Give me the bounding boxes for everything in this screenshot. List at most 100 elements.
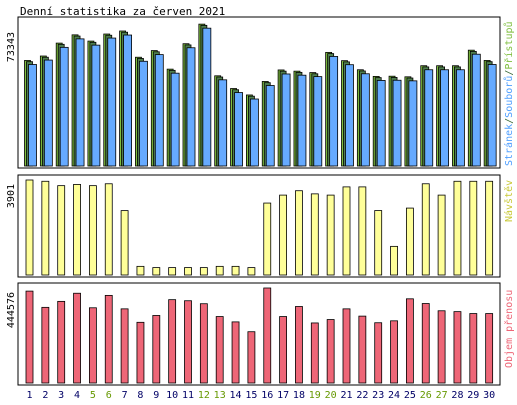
x-tick-label-day-8: 8 bbox=[137, 390, 143, 401]
bar-visits-day-9 bbox=[152, 267, 161, 276]
visits-panel-frame bbox=[17, 174, 501, 278]
x-tick-label-day-25: 25 bbox=[404, 390, 416, 401]
x-tick-label-day-10: 10 bbox=[166, 390, 178, 401]
bar-visits-day-5 bbox=[89, 185, 97, 276]
bar-kbytes-day-13 bbox=[215, 316, 224, 384]
bar-pages-day-29 bbox=[471, 53, 481, 167]
bar-pages-day-28 bbox=[456, 69, 465, 167]
bar-pages-day-30 bbox=[487, 64, 497, 167]
x-tick-label-day-18: 18 bbox=[293, 390, 305, 401]
bar-pages-day-1 bbox=[28, 64, 37, 167]
bar-visits-day-17 bbox=[279, 194, 288, 276]
bar-kbytes-day-9 bbox=[152, 315, 161, 384]
bar-visits-day-1 bbox=[25, 179, 34, 276]
bar-kbytes-day-22 bbox=[358, 315, 367, 384]
bar-kbytes-day-4 bbox=[73, 292, 81, 384]
traffic-y-axis-label-part: / bbox=[504, 118, 515, 124]
bar-kbytes-day-23 bbox=[374, 322, 383, 384]
bar-kbytes-day-26 bbox=[421, 303, 430, 384]
bar-visits-day-20 bbox=[326, 194, 335, 276]
bar-visits-day-24 bbox=[390, 245, 398, 276]
bar-kbytes-day-29 bbox=[469, 313, 478, 384]
kbytes-y-axis-label: Objem přenosu bbox=[503, 290, 515, 368]
bar-visits-day-26 bbox=[421, 183, 430, 276]
bar-kbytes-day-8 bbox=[136, 321, 145, 384]
bar-pages-day-13 bbox=[218, 79, 228, 167]
x-tick-label-day-14: 14 bbox=[230, 390, 242, 401]
bar-kbytes-day-2 bbox=[41, 306, 50, 384]
bar-pages-day-5 bbox=[91, 44, 101, 167]
bar-kbytes-day-28 bbox=[453, 311, 462, 384]
bar-pages-day-26 bbox=[424, 69, 434, 167]
bar-visits-day-15 bbox=[247, 267, 256, 276]
bar-pages-day-11 bbox=[186, 47, 196, 167]
x-tick-label-day-5: 5 bbox=[90, 390, 96, 401]
bar-visits-day-18 bbox=[295, 190, 303, 276]
chart-title: Denní statistika za červen 2021 bbox=[20, 5, 225, 18]
bar-pages-day-14 bbox=[234, 92, 243, 167]
bar-visits-day-8 bbox=[136, 265, 145, 276]
bar-kbytes-day-21 bbox=[342, 308, 351, 384]
kbytes-panel-frame bbox=[17, 282, 501, 386]
x-tick-label-day-17: 17 bbox=[277, 390, 289, 401]
bar-pages-day-9 bbox=[154, 54, 164, 167]
bar-visits-day-12 bbox=[199, 267, 208, 276]
x-tick-label-day-19: 19 bbox=[309, 390, 321, 401]
x-tick-label-day-2: 2 bbox=[42, 390, 48, 401]
x-tick-label-day-12: 12 bbox=[198, 390, 210, 401]
bar-visits-day-23 bbox=[374, 210, 383, 276]
bar-visits-day-13 bbox=[215, 265, 224, 276]
bar-kbytes-day-19 bbox=[310, 322, 319, 384]
bar-kbytes-day-5 bbox=[89, 307, 97, 384]
traffic-y-axis-label-part: Souborů bbox=[503, 76, 515, 118]
x-tick-label-day-13: 13 bbox=[214, 390, 226, 401]
x-tick-label-day-11: 11 bbox=[182, 390, 194, 401]
bar-pages-day-12 bbox=[202, 27, 212, 167]
bar-kbytes-day-1 bbox=[25, 290, 34, 384]
x-tick-label-day-7: 7 bbox=[122, 390, 128, 401]
x-tick-label-day-16: 16 bbox=[261, 390, 273, 401]
bar-kbytes-day-16 bbox=[263, 287, 272, 384]
bar-pages-day-27 bbox=[440, 69, 450, 167]
kbytes-panel: 444576 Objem přenosu bbox=[6, 282, 515, 386]
bar-visits-day-3 bbox=[57, 185, 66, 276]
bar-pages-day-19 bbox=[313, 76, 323, 167]
visits-panel: 3901 Návštěv bbox=[6, 174, 515, 278]
bar-pages-day-17 bbox=[281, 73, 291, 167]
kbytes-panel-max-label: 444576 bbox=[6, 292, 17, 328]
traffic-panel-frame bbox=[17, 16, 501, 169]
bar-visits-day-30 bbox=[485, 180, 494, 276]
x-tick-label-day-28: 28 bbox=[451, 390, 463, 401]
x-tick-label-day-20: 20 bbox=[325, 390, 337, 401]
bar-pages-day-3 bbox=[59, 46, 69, 167]
bar-visits-day-10 bbox=[168, 267, 177, 276]
bar-pages-day-18 bbox=[297, 74, 307, 167]
x-tick-label-day-27: 27 bbox=[436, 390, 448, 401]
visits-y-axis-label: Návštěv bbox=[503, 180, 515, 222]
x-tick-label-day-1: 1 bbox=[26, 390, 32, 401]
bar-visits-day-16 bbox=[263, 202, 272, 276]
bar-visits-day-6 bbox=[104, 183, 113, 276]
bar-pages-day-23 bbox=[376, 80, 386, 167]
bar-kbytes-day-18 bbox=[295, 306, 303, 384]
traffic-y-axis-label: Stránek/Souborů/Přístupů bbox=[503, 21, 515, 166]
bar-pages-day-25 bbox=[408, 80, 418, 167]
bar-visits-day-2 bbox=[41, 180, 50, 276]
x-tick-label-day-22: 22 bbox=[356, 390, 368, 401]
bar-kbytes-day-6 bbox=[104, 294, 113, 384]
bar-pages-day-20 bbox=[329, 56, 339, 167]
bar-pages-day-7 bbox=[123, 34, 132, 167]
x-tick-label-day-4: 4 bbox=[74, 390, 80, 401]
bar-visits-day-11 bbox=[184, 267, 192, 276]
bar-visits-day-19 bbox=[310, 193, 319, 276]
bar-kbytes-day-24 bbox=[390, 320, 398, 384]
x-tick-label-day-15: 15 bbox=[245, 390, 257, 401]
bar-kbytes-day-25 bbox=[405, 298, 414, 384]
bar-kbytes-day-17 bbox=[279, 316, 288, 384]
bar-pages-day-21 bbox=[345, 64, 354, 167]
bar-kbytes-day-7 bbox=[120, 308, 129, 384]
x-tick-label-day-26: 26 bbox=[420, 390, 432, 401]
